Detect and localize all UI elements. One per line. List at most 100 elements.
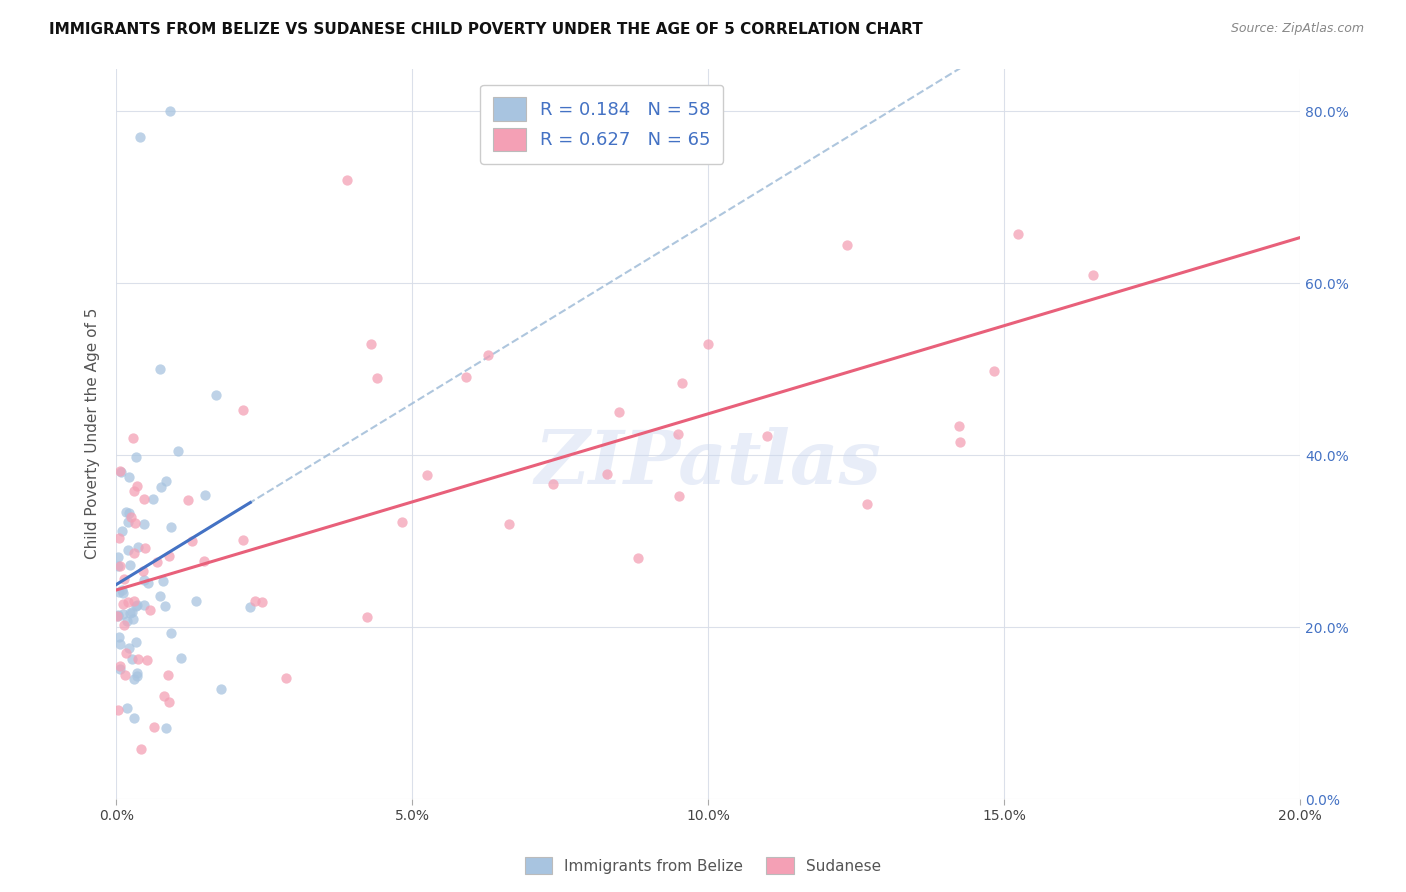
Point — [136, 653, 159, 667]
Point — [124, 711, 146, 725]
Point — [122, 431, 145, 445]
Point — [205, 388, 228, 402]
Point — [125, 599, 148, 613]
Point — [949, 434, 972, 449]
Point — [609, 405, 631, 419]
Point — [117, 594, 139, 608]
Point — [152, 574, 174, 589]
Point — [239, 600, 262, 615]
Point — [124, 516, 146, 531]
Point — [336, 173, 359, 187]
Point — [107, 550, 129, 565]
Point — [142, 492, 165, 507]
Point — [108, 464, 131, 478]
Point — [186, 594, 208, 608]
Point — [181, 533, 204, 548]
Point — [125, 666, 148, 681]
Point — [139, 603, 162, 617]
Point — [232, 533, 254, 548]
Point — [105, 609, 128, 624]
Point — [668, 489, 690, 503]
Point — [129, 130, 152, 145]
Point — [118, 606, 141, 620]
Point — [145, 556, 167, 570]
Point — [121, 611, 143, 625]
Point — [132, 565, 155, 579]
Point — [118, 641, 141, 656]
Point — [132, 516, 155, 531]
Point — [274, 671, 297, 685]
Point — [117, 515, 139, 529]
Point — [193, 554, 215, 568]
Point — [250, 595, 273, 609]
Point — [120, 558, 142, 573]
Point — [159, 695, 181, 709]
Point — [117, 469, 139, 483]
Point — [391, 515, 413, 529]
Point — [983, 364, 1005, 378]
Point — [107, 531, 129, 545]
Point — [159, 104, 181, 119]
Point — [125, 450, 148, 465]
Point — [114, 668, 136, 682]
Point — [855, 497, 877, 511]
Point — [122, 672, 145, 686]
Point — [121, 652, 143, 666]
Point — [118, 506, 141, 520]
Point — [134, 541, 156, 555]
Point — [136, 575, 159, 590]
Point — [121, 605, 143, 619]
Point — [112, 607, 135, 622]
Point — [127, 669, 149, 683]
Point — [156, 668, 179, 682]
Point — [111, 583, 134, 598]
Point — [360, 336, 382, 351]
Point — [114, 646, 136, 660]
Point — [696, 337, 718, 351]
Point — [115, 701, 138, 715]
Point — [666, 426, 689, 441]
Legend: Immigrants from Belize, Sudanese: Immigrants from Belize, Sudanese — [519, 851, 887, 880]
Point — [1081, 268, 1104, 282]
Legend: R = 0.184   N = 58, R = 0.627   N = 65: R = 0.184 N = 58, R = 0.627 N = 65 — [481, 85, 723, 164]
Point — [108, 658, 131, 673]
Point — [835, 238, 858, 252]
Point — [107, 607, 129, 622]
Text: IMMIGRANTS FROM BELIZE VS SUDANESE CHILD POVERTY UNDER THE AGE OF 5 CORRELATION : IMMIGRANTS FROM BELIZE VS SUDANESE CHILD… — [49, 22, 922, 37]
Point — [107, 630, 129, 644]
Point — [671, 376, 693, 390]
Point — [627, 551, 650, 566]
Text: Source: ZipAtlas.com: Source: ZipAtlas.com — [1230, 22, 1364, 36]
Point — [115, 505, 138, 519]
Point — [155, 721, 177, 735]
Point — [107, 703, 129, 717]
Point — [127, 540, 149, 554]
Point — [134, 573, 156, 587]
Point — [456, 370, 478, 384]
Point — [125, 478, 148, 492]
Point — [209, 681, 232, 696]
Point — [110, 465, 132, 479]
Point — [149, 362, 172, 376]
Point — [356, 610, 378, 624]
Point — [134, 599, 156, 613]
Text: ZIPatlas: ZIPatlas — [534, 426, 882, 500]
Point — [416, 467, 439, 482]
Point — [157, 549, 180, 563]
Point — [125, 635, 148, 649]
Point — [194, 488, 217, 502]
Point — [111, 597, 134, 611]
Point — [110, 662, 132, 676]
Point — [107, 609, 129, 624]
Point — [477, 348, 499, 362]
Point — [117, 543, 139, 558]
Point — [176, 493, 198, 508]
Point — [948, 419, 970, 434]
Point — [153, 599, 176, 613]
Point — [120, 510, 142, 524]
Point — [169, 651, 191, 665]
Point — [498, 517, 520, 532]
Point — [143, 720, 166, 734]
Point — [232, 403, 254, 417]
Point — [110, 524, 132, 538]
